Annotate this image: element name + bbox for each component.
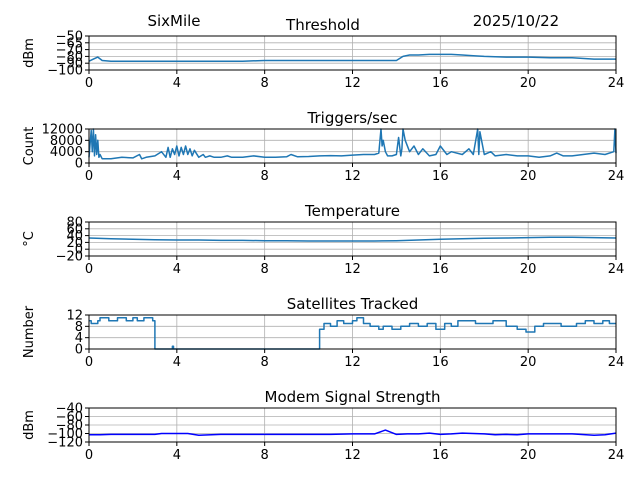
x-tick-label: 8 bbox=[261, 76, 269, 91]
series-line-modem bbox=[89, 429, 617, 436]
y-tick-label: −80 bbox=[56, 419, 83, 434]
y-tick-label: −40 bbox=[56, 402, 83, 417]
y-axis-label: Number bbox=[22, 305, 37, 358]
panel-title: Temperature bbox=[304, 202, 400, 220]
series-line-triggers bbox=[88, 128, 617, 160]
x-tick-label: 16 bbox=[432, 76, 449, 91]
series-line-temperature bbox=[88, 236, 617, 242]
x-tick-label: 20 bbox=[520, 448, 537, 463]
y-tick-label: −70 bbox=[56, 43, 83, 58]
x-tick-label: 16 bbox=[432, 262, 449, 277]
x-tick-label: 0 bbox=[85, 76, 93, 91]
y-tick-label: 0 bbox=[75, 343, 83, 358]
y-tick-label: −65 bbox=[56, 36, 83, 51]
y-tick-label: 12000 bbox=[42, 123, 83, 138]
y-tick-label: 60 bbox=[66, 222, 83, 237]
y-tick-label: 8 bbox=[75, 320, 83, 335]
y-axis-label: dBm bbox=[22, 38, 37, 68]
y-tick-label: 40 bbox=[66, 229, 83, 244]
x-tick-label: 20 bbox=[520, 262, 537, 277]
y-tick-label: 20 bbox=[66, 236, 83, 251]
y-tick-label: −100 bbox=[47, 427, 83, 442]
x-tick-label: 8 bbox=[261, 262, 269, 277]
x-tick-label: 4 bbox=[173, 355, 181, 370]
x-tick-label: 4 bbox=[173, 262, 181, 277]
x-tick-label: 0 bbox=[85, 448, 93, 463]
x-tick-label: 24 bbox=[608, 169, 625, 184]
series-line-threshold bbox=[88, 53, 616, 62]
y-axis-label: °C bbox=[22, 231, 37, 247]
y-tick-label: 8000 bbox=[50, 134, 83, 149]
x-tick-label: 24 bbox=[608, 448, 625, 463]
y-axis-label: Count bbox=[22, 127, 37, 166]
panel-title: Modem Signal Strength bbox=[265, 388, 441, 406]
y-tick-label: 4 bbox=[75, 331, 83, 346]
x-tick-label: 16 bbox=[432, 448, 449, 463]
x-tick-label: 0 bbox=[85, 355, 93, 370]
x-tick-label: 8 bbox=[261, 448, 269, 463]
x-tick-label: 12 bbox=[344, 355, 361, 370]
y-tick-label: −100 bbox=[47, 64, 83, 79]
y-tick-label: −50 bbox=[56, 30, 83, 45]
series-line-satellites bbox=[89, 317, 616, 350]
x-tick-label: 24 bbox=[608, 262, 625, 277]
y-tick-label: −60 bbox=[56, 410, 83, 425]
y-tick-label: 4000 bbox=[50, 145, 83, 160]
y-tick-label: 80 bbox=[66, 216, 83, 231]
panel-title: Threshold bbox=[285, 16, 360, 34]
chart-panels: 0 4 8 12 16 20 24−100−90−80−70−65−50Thresholdd… bbox=[22, 16, 624, 463]
station-name: SixMile bbox=[147, 12, 200, 30]
x-tick-label: 0 bbox=[85, 262, 93, 277]
y-tick-label: 12 bbox=[66, 309, 83, 324]
y-tick-label: −20 bbox=[56, 250, 83, 265]
y-tick-label: −90 bbox=[56, 57, 83, 72]
y-tick-label: −120 bbox=[47, 436, 83, 451]
x-tick-label: 16 bbox=[432, 169, 449, 184]
panel-title: Satellites Tracked bbox=[287, 295, 418, 313]
x-tick-label: 4 bbox=[173, 76, 181, 91]
x-tick-label: 16 bbox=[432, 355, 449, 370]
x-tick-label: 0 bbox=[85, 169, 93, 184]
panel-title: Triggers/sec bbox=[307, 109, 398, 127]
y-tick-label: 0 bbox=[75, 157, 83, 172]
x-tick-label: 4 bbox=[173, 448, 181, 463]
x-tick-label: 8 bbox=[261, 169, 269, 184]
y-tick-label: −80 bbox=[56, 50, 83, 65]
x-tick-label: 12 bbox=[344, 169, 361, 184]
x-tick-label: 24 bbox=[608, 76, 625, 91]
x-tick-label: 12 bbox=[344, 262, 361, 277]
x-tick-label: 8 bbox=[261, 355, 269, 370]
x-tick-label: 20 bbox=[520, 76, 537, 91]
panel-modem: 0 4 8 12 16 20 24 −120−100−80−60−40 Modem Signal… bbox=[22, 388, 624, 463]
report-date: 2025/10/22 bbox=[473, 12, 559, 30]
x-tick-label: 20 bbox=[520, 355, 537, 370]
panel-threshold: 0 4 8 12 16 20 24 −100−90−80−70−65−50 Threshold d… bbox=[22, 16, 624, 91]
x-tick-label: 24 bbox=[608, 355, 625, 370]
x-tick-label: 20 bbox=[520, 169, 537, 184]
x-tick-label: 12 bbox=[344, 448, 361, 463]
y-tick-label: 0 bbox=[75, 243, 83, 258]
y-axis-label: dBm bbox=[22, 410, 37, 440]
x-tick-label: 12 bbox=[344, 76, 361, 91]
x-tick-label: 4 bbox=[173, 169, 181, 184]
